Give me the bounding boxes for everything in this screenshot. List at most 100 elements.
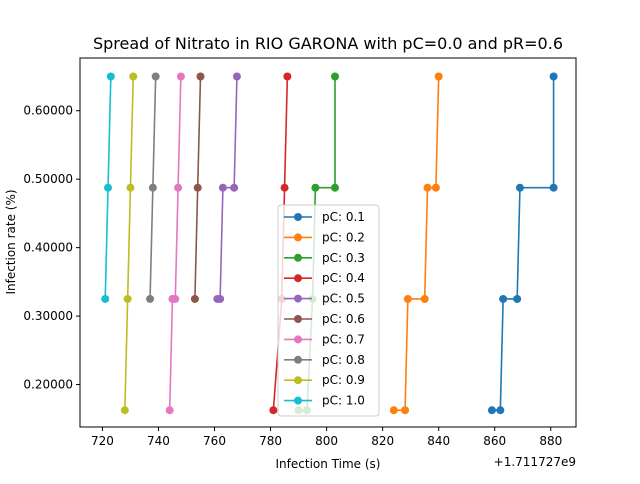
- data-point: [101, 294, 110, 303]
- series-7: [165, 72, 185, 415]
- x-tick-label: 860: [483, 434, 506, 448]
- data-point: [165, 406, 174, 415]
- data-point: [123, 294, 132, 303]
- x-tick-label: 820: [371, 434, 394, 448]
- x-tick-label: 780: [259, 434, 282, 448]
- series-5: [213, 72, 241, 303]
- y-tick-label: 0.30000: [23, 309, 73, 323]
- data-point: [434, 72, 443, 81]
- series-8: [146, 72, 160, 303]
- x-tick-label: 760: [203, 434, 226, 448]
- legend-label: pC: 1.0: [322, 394, 365, 408]
- legend-swatch-marker: [294, 253, 302, 262]
- data-point: [331, 183, 340, 192]
- legend-label: pC: 0.1: [322, 210, 365, 224]
- data-point: [190, 294, 199, 303]
- data-point: [431, 183, 440, 192]
- legend-item: pC: 0.2: [284, 230, 365, 244]
- data-point: [499, 294, 508, 303]
- legend-item: pC: 0.8: [284, 353, 365, 367]
- data-point: [126, 183, 135, 192]
- series-10: [101, 72, 115, 303]
- series-line: [124, 76, 135, 411]
- legend-swatch-marker: [294, 315, 302, 323]
- legend-swatch-marker: [294, 274, 302, 283]
- legend-swatch-marker: [294, 376, 302, 385]
- data-point: [420, 294, 429, 303]
- data-point: [513, 294, 522, 303]
- legend-item: pC: 0.9: [284, 373, 365, 387]
- data-point: [311, 183, 320, 192]
- y-tick-label: 0.20000: [23, 378, 73, 392]
- legend-label: pC: 0.9: [322, 373, 365, 387]
- data-point: [487, 406, 496, 415]
- legend-label: pC: 0.4: [322, 271, 365, 285]
- x-tick-label: 740: [147, 434, 170, 448]
- legend-label: pC: 0.7: [322, 332, 365, 346]
- data-point: [280, 183, 289, 192]
- legend-label: pC: 0.6: [322, 312, 365, 326]
- data-point: [196, 72, 205, 81]
- y-tick-label: 0.40000: [23, 241, 73, 255]
- x-axis-offset-label: +1.711727e9: [494, 455, 576, 469]
- y-axis-label: Infection rate (%): [4, 189, 18, 294]
- y-axis: 0.20000 0.30000 0.40000 0.50000 0.60000: [23, 104, 80, 392]
- series-6: [190, 72, 205, 303]
- legend-swatch-marker: [294, 335, 302, 344]
- data-point: [423, 183, 432, 192]
- legend-item: pC: 0.6: [284, 312, 365, 326]
- x-axis: 720 740 760 780 800 820 840 860 880: [91, 427, 562, 448]
- data-point: [129, 72, 138, 81]
- data-point: [515, 183, 524, 192]
- data-point: [549, 72, 558, 81]
- data-point: [151, 72, 160, 81]
- series-9: [120, 72, 138, 415]
- data-point: [146, 294, 155, 303]
- plot-frame: [79, 57, 577, 428]
- legend-item: pC: 0.5: [284, 292, 365, 306]
- x-tick-label: 720: [91, 434, 114, 448]
- data-point: [171, 294, 180, 303]
- data-point: [174, 183, 183, 192]
- legend-item: pC: 0.3: [284, 251, 365, 265]
- legend-swatch-marker: [294, 294, 302, 303]
- y-tick-label: 0.60000: [23, 104, 73, 118]
- data-point: [232, 72, 241, 81]
- data-point: [216, 294, 225, 303]
- legend-swatch-marker: [294, 396, 302, 405]
- legend-swatch-marker: [294, 213, 302, 221]
- legend-label: pC: 0.5: [322, 292, 365, 306]
- legend-swatch-marker: [294, 355, 302, 364]
- data-point: [218, 183, 227, 192]
- data-point: [120, 406, 129, 415]
- data-point: [269, 406, 278, 415]
- series-1: [487, 72, 558, 415]
- x-axis-label: Infection Time (s): [276, 457, 381, 471]
- x-tick-label: 800: [315, 434, 338, 448]
- legend: pC: 0.1 pC: 0.2 pC: 0.3 pC: 0.4 pC: 0.5 pC: 0…: [277, 204, 380, 417]
- data-point: [176, 72, 185, 81]
- data-point: [549, 183, 558, 192]
- legend-item: pC: 1.0: [284, 394, 365, 408]
- x-tick-label: 880: [539, 434, 562, 448]
- y-tick-label: 0.50000: [23, 172, 73, 186]
- chart-title: Spread of Nitrato in RIO GARONA with pC=…: [93, 34, 563, 53]
- data-point: [230, 183, 239, 192]
- legend-item: pC: 0.4: [284, 271, 365, 285]
- series-2: [389, 72, 443, 415]
- x-tick-label: 840: [427, 434, 450, 448]
- data-point: [283, 72, 292, 81]
- legend-label: pC: 0.8: [322, 353, 365, 367]
- legend-label: pC: 0.3: [322, 251, 365, 265]
- data-point: [106, 72, 115, 81]
- data-point: [193, 183, 202, 192]
- legend-item: pC: 0.7: [284, 332, 365, 346]
- legend-item: pC: 0.1: [284, 210, 365, 224]
- data-point: [401, 406, 410, 415]
- data-point: [331, 72, 340, 81]
- data-point: [389, 406, 398, 415]
- data-point: [148, 183, 157, 192]
- data-point: [403, 294, 412, 303]
- data-point: [496, 406, 505, 415]
